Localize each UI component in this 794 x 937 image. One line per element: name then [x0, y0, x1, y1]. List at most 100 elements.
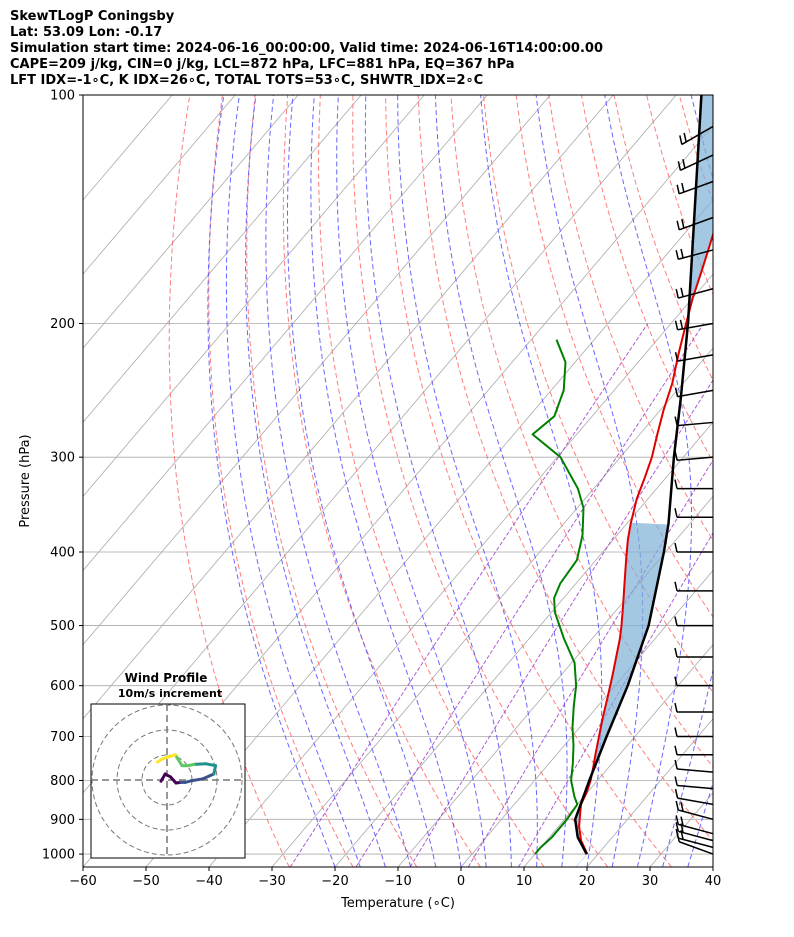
dry-adiabat — [646, 95, 713, 296]
wind-barb — [675, 248, 714, 260]
mixing-ratio-line — [355, 323, 705, 867]
wind-barb-flag — [683, 132, 687, 143]
wind-barb — [674, 776, 714, 790]
wind-barb-staff — [678, 841, 714, 855]
wind-barb-staff — [677, 421, 714, 427]
moist-adiabat — [336, 95, 487, 867]
wind-barb-staff — [678, 830, 714, 842]
wind-barb — [674, 745, 713, 756]
x-tick-label: 0 — [457, 874, 465, 889]
moist-adiabat — [207, 95, 336, 867]
dry-adiabat — [450, 95, 713, 768]
x-tick-label: −40 — [195, 874, 222, 889]
cape-cin-fills — [575, 95, 713, 867]
dry-adiabat — [483, 95, 713, 694]
wind-barb-flag — [679, 135, 683, 145]
wind-barb-flag — [675, 828, 679, 839]
mixing-ratio-line — [467, 459, 713, 867]
x-axis-label: Temperature (∘C) — [340, 896, 455, 911]
y-tick-label: 200 — [50, 317, 75, 332]
location-line: Lat: 53.09 Lon: -0.17 — [10, 25, 163, 40]
wind-barb-flag — [674, 776, 678, 786]
isotherm — [271, 347, 713, 867]
wind-barb-staff — [677, 354, 714, 362]
wind-barb-staff — [677, 389, 714, 398]
wind-barb-flag — [674, 387, 679, 397]
x-tick-label: −10 — [384, 874, 411, 889]
wind-barb — [675, 815, 714, 835]
y-tick-label: 500 — [50, 619, 75, 634]
dry-adiabat — [168, 95, 290, 867]
wind-barb-flag — [677, 161, 682, 171]
wind-barb — [674, 387, 714, 398]
isotherm — [83, 95, 614, 720]
wind-barb-flag — [674, 676, 678, 686]
wind-barb — [675, 800, 714, 821]
wind-barb — [674, 788, 714, 806]
y-tick-label: 400 — [50, 546, 75, 561]
isotherm — [712, 866, 713, 867]
wind-barb-flag — [674, 416, 678, 426]
wind-barb — [676, 180, 714, 195]
dry-adiabat — [282, 95, 481, 867]
dewpoint-profile-line — [531, 339, 585, 855]
dry-adiabat — [352, 95, 609, 867]
parcel-profile-line — [573, 95, 703, 855]
wind-barb — [674, 508, 713, 519]
dry-adiabat — [208, 95, 354, 867]
index-line: LFT IDX=-1∘C, K IDX=26∘C, TOTAL TOTS=53∘… — [10, 73, 484, 88]
wind-barb-flag — [680, 287, 684, 297]
y-axis-label: Pressure (hPa) — [18, 434, 33, 527]
wind-barb-flag — [675, 800, 679, 811]
moist-adiabat — [225, 95, 361, 867]
wind-barb-flag — [675, 288, 679, 299]
wind-barb — [674, 319, 714, 331]
wind-barb-flag — [681, 182, 685, 193]
wind-barb-flag — [681, 218, 685, 229]
wind-barb-staff — [681, 125, 714, 146]
wind-barb-flag — [675, 815, 679, 825]
wind-barb — [675, 287, 714, 299]
wind-barb-flag — [674, 352, 679, 362]
moist-adiabat — [712, 865, 713, 867]
wind-barb-staff — [678, 823, 714, 835]
wind-barbs — [674, 125, 714, 855]
dry-adiabat — [745, 95, 794, 867]
isotherm — [586, 718, 713, 867]
dry-adiabat — [417, 95, 713, 842]
moist-adiabat — [738, 95, 794, 867]
x-tick-label: 10 — [516, 874, 533, 889]
sounding-profiles — [531, 95, 713, 855]
x-tick-label: 30 — [642, 874, 659, 889]
isotherm — [83, 95, 236, 275]
dry-adiabat — [515, 95, 713, 618]
wind-barb-flag — [674, 508, 678, 518]
wind-barb-flag — [674, 647, 678, 658]
moist-adiabat — [397, 95, 538, 867]
moist-adiabat — [687, 781, 713, 867]
isotherm — [83, 95, 488, 572]
wind-barb-staff — [677, 797, 714, 806]
isotherm — [83, 95, 362, 423]
wind-barb-flag — [679, 319, 684, 330]
dry-adiabat — [318, 95, 545, 867]
x-tick-label: −30 — [258, 874, 285, 889]
hodograph-frame — [90, 703, 246, 859]
hodograph-subtitle: 10m/s increment — [118, 687, 222, 700]
moist-adiabat — [265, 95, 412, 867]
moist-adiabat — [434, 95, 568, 867]
wind-barb — [674, 759, 714, 773]
wind-barb-flag — [674, 479, 678, 489]
wind-barb-flag — [674, 759, 678, 770]
x-tick-label: 40 — [705, 874, 722, 889]
wind-barb — [679, 125, 714, 146]
wind-barb-staff — [677, 456, 714, 462]
moist-adiabat — [310, 95, 462, 867]
moist-adiabat — [287, 95, 437, 867]
moist-adiabat — [364, 95, 512, 867]
isotherm — [523, 644, 713, 867]
wind-barb-staff — [678, 809, 714, 821]
wind-barb-flag — [674, 581, 678, 591]
dry-adiabat — [385, 95, 672, 867]
